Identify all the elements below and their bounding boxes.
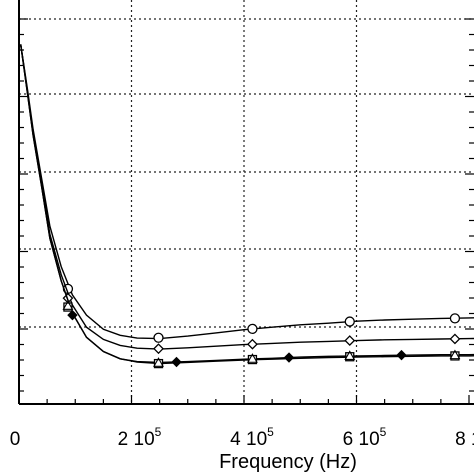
data-point-triangle: [449, 349, 461, 360]
data-point-circle: [153, 332, 164, 343]
data-point-circle: [247, 323, 258, 335]
x-tick-label-base: 8 10: [455, 429, 474, 450]
data-point-triangle: [246, 353, 258, 363]
series-diamond: [20, 44, 474, 355]
x-tick-label-exponent: 5: [380, 425, 387, 439]
series-square: [20, 44, 474, 369]
x-axis-label: Frequency (Hz): [219, 451, 357, 473]
grid: [19, 0, 474, 404]
data-point-filled-diamond: [283, 352, 295, 363]
data-point-triangle: [62, 300, 74, 310]
data-point-diamond: [344, 335, 356, 346]
series-filled-diamond: [20, 44, 474, 368]
data-point-square: [450, 351, 460, 361]
x-tick-label-exponent: 5: [155, 425, 162, 439]
data-point-circle: [449, 313, 461, 324]
data-point-diamond: [247, 338, 258, 350]
x-tick-label-exponent: 5: [267, 425, 274, 439]
data-point-circle: [344, 316, 355, 327]
data-point-filled-diamond: [396, 349, 407, 361]
data-point-diamond: [153, 343, 164, 355]
data-point-diamond: [449, 333, 461, 345]
x-tick-label: 8 105: [455, 425, 474, 450]
x-tick-label-base: 4 10: [230, 429, 267, 450]
x-tick-label: 0: [10, 429, 21, 450]
series-line-square: [20, 44, 474, 365]
series-triangle: [62, 300, 461, 367]
x-tick-label-base: 0: [10, 429, 21, 450]
series-line-circle: [20, 44, 474, 340]
series-circle: [20, 44, 474, 343]
x-tick-label: 2 105: [118, 425, 162, 450]
data-point-square: [63, 302, 73, 312]
series-line-diamond: [20, 44, 474, 350]
data-point-filled-diamond: [171, 356, 182, 368]
data-point-square: [247, 354, 258, 365]
data-point-triangle: [344, 350, 356, 360]
data-point-square: [153, 358, 164, 369]
axis-ticks: [18, 18, 474, 404]
data-point-square: [345, 352, 355, 362]
x-tick-label-base: 2 10: [118, 429, 155, 450]
data-point-triangle: [153, 357, 164, 367]
plot-frame: [18, 0, 474, 405]
series-line-filled-diamond: [20, 44, 474, 364]
x-tick-label: 6 105: [343, 425, 387, 450]
x-tick-label: 4 105: [230, 425, 274, 450]
series: [20, 44, 474, 369]
x-tick-label-base: 6 10: [343, 429, 380, 450]
